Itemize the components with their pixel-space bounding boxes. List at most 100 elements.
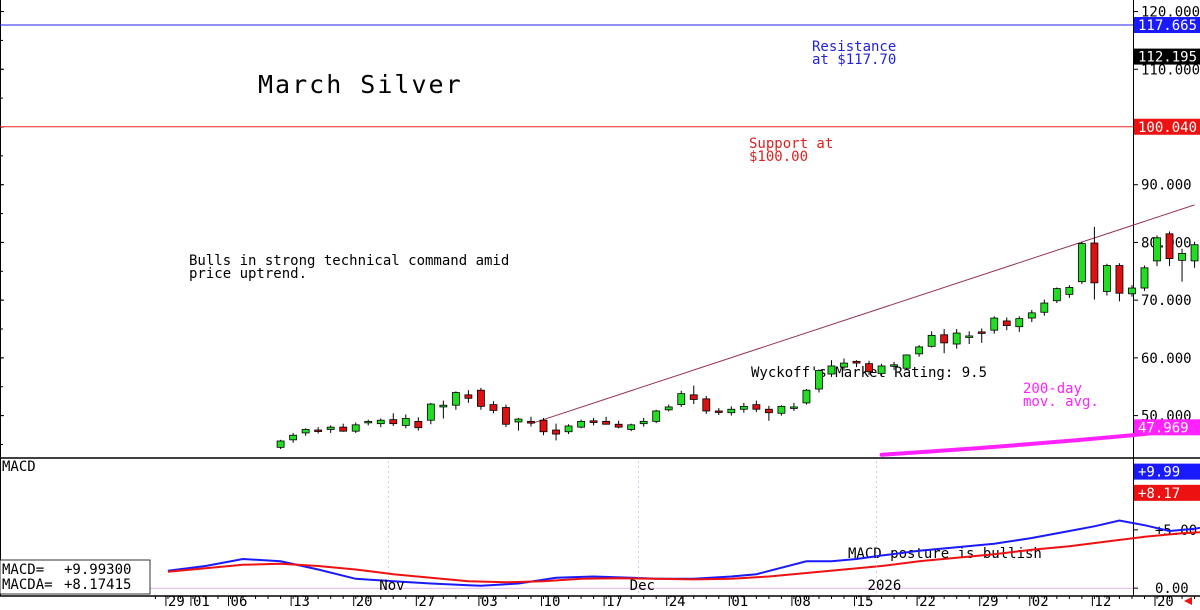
commentary-line2: price uptrend. <box>189 266 307 282</box>
y-tick-label: 110.000 <box>1141 62 1200 78</box>
candle-up <box>276 440 285 448</box>
candle-up <box>965 335 974 338</box>
candle-down <box>1115 265 1124 294</box>
y-tick-label: 90.000 <box>1141 178 1192 194</box>
candle-down <box>539 419 548 433</box>
candle-up <box>664 406 673 411</box>
candle-up <box>301 429 310 434</box>
support-label-line1: Support at <box>749 136 833 152</box>
price-box <box>1134 419 1200 436</box>
x-tick-label: 20 <box>356 594 373 606</box>
macd-readout-box <box>0 559 151 595</box>
candle-down <box>552 429 560 435</box>
x-tick-label: 03 <box>481 594 498 606</box>
x-tick-label: 13 <box>293 594 310 606</box>
macd-readout-label: MACDA= <box>2 577 53 593</box>
candle-up <box>790 406 798 409</box>
candle-up <box>514 418 523 423</box>
candle-up <box>376 419 385 425</box>
candle-down <box>527 420 535 424</box>
candle-down <box>464 394 473 399</box>
x-tick-label: 12 <box>1094 594 1111 606</box>
candle-up <box>727 408 736 414</box>
x-tick-label: 20 <box>1157 594 1174 606</box>
candle-down <box>389 419 398 425</box>
x-tick-label: 29 <box>982 594 999 606</box>
macd-readout-label: MACD= <box>2 562 44 578</box>
candle-down <box>602 420 611 425</box>
candle-down <box>589 420 598 423</box>
macd-title: MACD <box>2 459 36 475</box>
candle-down <box>614 423 623 428</box>
candle-down <box>852 360 861 364</box>
candle-down <box>689 394 698 400</box>
candle-up <box>627 424 636 430</box>
macd-y-tick-label: 0.00 <box>1155 581 1189 597</box>
candle-up <box>1128 287 1136 295</box>
candle-up <box>990 317 999 331</box>
macd-readout-value: +9.99300 <box>64 562 131 578</box>
candle-up <box>739 405 748 410</box>
price-box-label: 117.665 <box>1138 18 1197 34</box>
x-tick-label: 24 <box>669 594 686 606</box>
candle-down <box>502 407 510 425</box>
price-box <box>1134 48 1200 65</box>
scroll-arrow-icon <box>1184 597 1192 605</box>
macd-readout-value: +8.17415 <box>64 577 131 593</box>
candle-up <box>902 354 911 369</box>
macd-value-label: +9.99 <box>1138 465 1180 481</box>
x-tick-label: 01 <box>731 594 748 606</box>
candle-up <box>639 420 648 425</box>
y-tick-label: 60.000 <box>1141 351 1192 367</box>
macd-commentary: MACD posture is bullish <box>848 546 1042 562</box>
x-tick-label: 01 <box>193 594 210 606</box>
candle-up <box>1065 287 1074 295</box>
candle-up <box>577 420 585 428</box>
candle-down <box>489 404 498 411</box>
macd-line <box>167 519 1200 587</box>
x-tick-label: 29 <box>168 594 185 606</box>
commentary-line1: Bulls in strong technical command amid <box>189 253 509 269</box>
month-label: Nov <box>379 578 404 594</box>
resistance-label-line2: at $117.70 <box>812 52 896 68</box>
candle-up <box>326 426 335 430</box>
x-tick-label: 27 <box>418 594 435 606</box>
x-tick-label: 10 <box>544 594 561 606</box>
candle-up <box>802 389 811 404</box>
candle-up <box>439 404 448 408</box>
candle-up <box>1052 288 1061 302</box>
y-tick-label: 120.000 <box>1141 5 1200 21</box>
candle-up <box>1040 302 1049 313</box>
candle-up <box>364 420 373 424</box>
candle-up <box>1103 265 1111 292</box>
ma-label-line1: 200-day <box>1023 381 1082 397</box>
candle-up <box>840 362 848 368</box>
candle-down <box>865 363 873 373</box>
candle-up <box>1140 267 1149 289</box>
price-box <box>1134 17 1200 34</box>
price-box-label: 100.040 <box>1138 120 1197 136</box>
y-tick-label: 70.000 <box>1141 293 1192 309</box>
candle-up <box>451 392 460 406</box>
candle-down <box>752 404 761 410</box>
candle-up <box>815 370 823 390</box>
candle-up <box>652 410 661 422</box>
candle-down <box>1165 233 1174 259</box>
candle-up <box>927 334 936 347</box>
x-tick-label: 08 <box>794 594 811 606</box>
price-box-label: 112.195 <box>1138 50 1197 66</box>
candle-down <box>1002 320 1011 326</box>
candle-up <box>1077 243 1086 283</box>
trendline <box>530 204 1195 425</box>
candle-up <box>677 393 686 406</box>
ma-label-line2: mov. avg. <box>1023 394 1099 410</box>
candle-up <box>952 332 961 345</box>
candle-up <box>289 434 298 441</box>
candle-down <box>714 410 723 413</box>
candle-down <box>764 408 773 414</box>
candle-down <box>1090 242 1099 284</box>
x-tick-label: 02 <box>1032 594 1049 606</box>
candle-up <box>1027 312 1036 319</box>
